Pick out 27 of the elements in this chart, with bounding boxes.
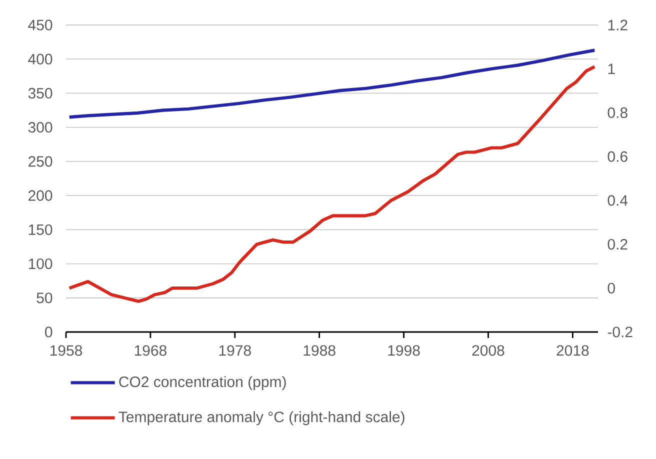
x-tick-label: 1958 (50, 345, 82, 356)
x-tick-label: 1968 (134, 345, 166, 356)
legend-label: Temperature anomaly °C (right-hand scale) (118, 411, 404, 426)
y2-tick-label: 0.2 (608, 238, 628, 250)
y-tick-label: 200 (28, 190, 52, 201)
y2-tick-label: 0.8 (608, 107, 628, 118)
y-tick-label: 100 (28, 258, 52, 270)
y2-tick-label: -0.2 (608, 326, 632, 338)
x-tick-label: 2008 (472, 345, 504, 356)
y-tick-label: 50 (36, 292, 52, 304)
y2-tick-label: 1 (608, 64, 615, 74)
y-tick-label: 450 (28, 20, 52, 30)
y-tick-label: 400 (28, 54, 52, 64)
x-tick-label: 1998 (388, 345, 420, 356)
y-tick-label: 150 (28, 224, 52, 235)
y2-tick-label: 0.4 (608, 195, 628, 206)
legend-label: CO2 concentration (ppm) (119, 376, 286, 390)
y2-tick-label: 1.2 (608, 20, 628, 30)
y-tick-label: 0 (45, 326, 52, 338)
y2-tick-label: 0.6 (608, 151, 628, 162)
y-tick-label: 300 (28, 122, 52, 133)
y-tick-label: 250 (28, 156, 52, 167)
x-tick-label: 1988 (304, 345, 336, 356)
x-tick-label: 1978 (219, 345, 251, 356)
y2-tick-label: 0 (608, 282, 615, 294)
y-tick-label: 350 (28, 88, 52, 99)
x-tick-label: 2018 (556, 345, 589, 356)
